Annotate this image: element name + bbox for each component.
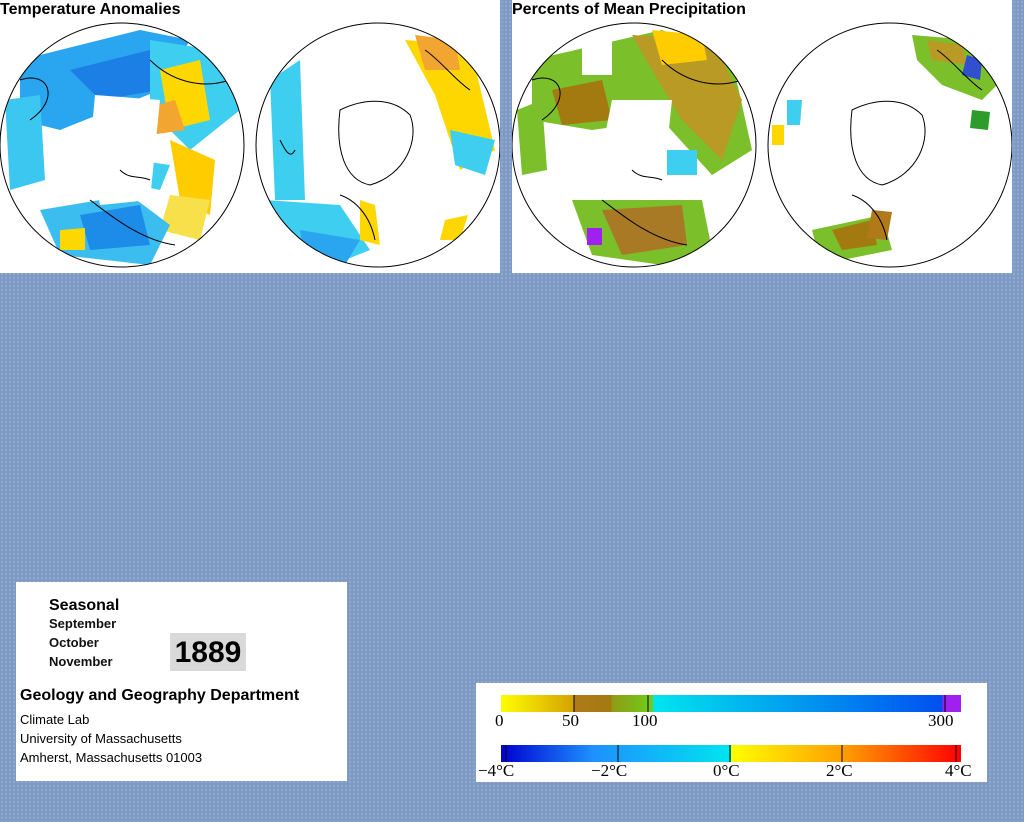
month-label: September [49, 616, 117, 631]
color-legend: 0 50 100 300 −4°C −2°C 0°C 2°C 4°C [476, 683, 987, 782]
precip-tick-label: 0 [495, 711, 504, 730]
temperature-colorbar-bar [501, 745, 961, 762]
precipitation-map-panel: Percents of Mean Precipitation [512, 0, 1012, 273]
info-line: Climate Lab [20, 712, 90, 727]
year-badge: 1889 [170, 633, 246, 671]
precipitation-map-title: Percents of Mean Precipitation [512, 0, 748, 21]
temp-tick-label: −2°C [591, 761, 628, 780]
temp-tick-label: 2°C [826, 761, 853, 780]
precipitation-colorbar [501, 695, 961, 762]
temp-tick-label: 4°C [945, 761, 972, 780]
month-label: November [49, 654, 113, 669]
department-name: Geology and Geography Department [20, 687, 300, 704]
info-line: Amherst, Massachusetts 01003 [20, 750, 203, 765]
info-line: University of Massachusetts [20, 731, 182, 746]
temp-tick-label: −4°C [478, 761, 515, 780]
precipitation-colorbar-bar [501, 695, 961, 712]
precipitation-globes [512, 22, 1012, 268]
season-label: Seasonal [49, 597, 120, 614]
temperature-north-globe [0, 22, 500, 268]
month-label: October [49, 635, 99, 650]
info-box: Seasonal September October November 1889… [16, 582, 347, 781]
temperature-map-panel: Temperature Anomalies [0, 0, 500, 273]
temp-tick-label: 0°C [713, 761, 740, 780]
temperature-map-title: Temperature Anomalies [0, 0, 183, 21]
precip-tick-label: 50 [562, 711, 579, 730]
precip-tick-label: 300 [928, 711, 954, 730]
precip-tick-label: 100 [632, 711, 658, 730]
